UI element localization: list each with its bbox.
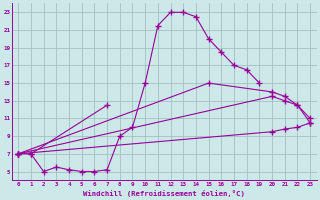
X-axis label: Windchill (Refroidissement éolien,°C): Windchill (Refroidissement éolien,°C) (83, 190, 245, 197)
